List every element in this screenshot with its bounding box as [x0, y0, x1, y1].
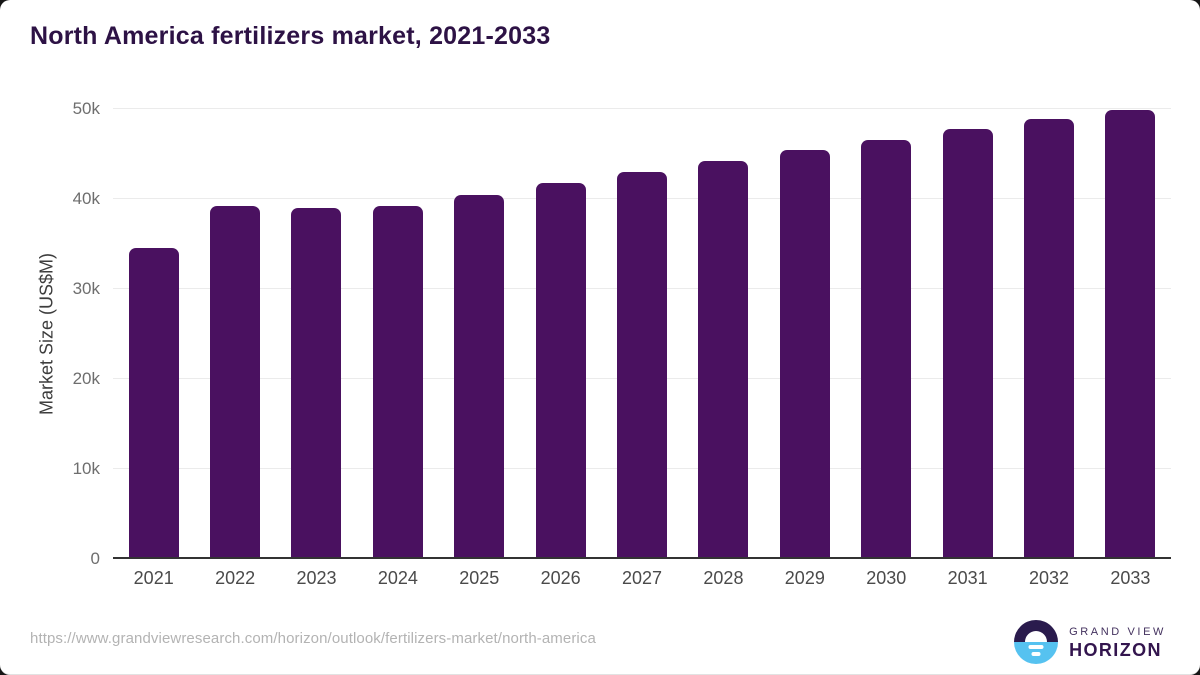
logo-text-horizon: HORIZON — [1069, 639, 1162, 660]
y-tick-30k: 30k — [72, 279, 100, 298]
y-tick-50k: 50k — [72, 99, 100, 118]
brand-logo: GRAND VIEW HORIZON — [1014, 620, 1166, 664]
bar-cell-2023 — [276, 109, 357, 559]
logo-reflection-line-icon — [1028, 645, 1044, 649]
bar-cell-2029 — [764, 109, 845, 559]
x-tick-2025: 2025 — [459, 568, 500, 588]
x-tick-2033: 2033 — [1110, 568, 1151, 588]
logo-text-grand-view: GRAND VIEW — [1069, 625, 1166, 638]
bar-cell-2028 — [683, 109, 764, 559]
x-tick-2023: 2023 — [296, 568, 337, 588]
bar-cell-2030 — [846, 109, 927, 559]
bar-cell-2033 — [1090, 109, 1171, 559]
x-tick-2024: 2024 — [377, 568, 418, 588]
bar-series — [113, 109, 1171, 559]
bar-2031[interactable] — [942, 129, 993, 559]
x-tick-2031: 2031 — [947, 568, 988, 588]
x-tick-2028: 2028 — [703, 568, 744, 588]
y-tick-20k: 20k — [72, 369, 100, 388]
gridline-50k — [113, 108, 1171, 109]
logo-reflection-line-icon — [1031, 652, 1041, 656]
bar-cell-2021 — [113, 109, 194, 559]
bar-2033[interactable] — [1105, 110, 1156, 559]
plot-area — [113, 108, 1171, 559]
grandview-horizon-logo-icon — [1014, 620, 1059, 664]
x-tick-2027: 2027 — [622, 568, 663, 588]
y-tick-0: 0 — [90, 549, 100, 568]
x-tick-2029: 2029 — [784, 568, 825, 588]
chart-title: North America fertilizers market, 2021-2… — [30, 22, 551, 50]
bar-cell-2024 — [357, 109, 438, 559]
x-axis-tick-labels: 2021 2022 2023 2024 2025 2026 2027 2028 2029 2030… — [113, 567, 1171, 589]
bar-2027[interactable] — [617, 171, 668, 559]
source-url: https://www.grandviewresearch.com/horizo… — [30, 630, 596, 647]
y-tick-10k: 10k — [72, 459, 100, 478]
bar-cell-2027 — [601, 109, 682, 559]
x-axis-line — [113, 557, 1171, 559]
bar-2024[interactable] — [372, 205, 423, 559]
logo-sun-dome-icon — [1025, 631, 1048, 642]
bar-2028[interactable] — [698, 160, 749, 559]
bar-2021[interactable] — [128, 247, 179, 559]
x-tick-2030: 2030 — [866, 568, 907, 588]
x-tick-2026: 2026 — [540, 568, 581, 588]
bar-2032[interactable] — [1023, 119, 1074, 559]
bar-2029[interactable] — [779, 149, 830, 559]
bar-cell-2032 — [1008, 109, 1089, 559]
bar-cell-2031 — [927, 109, 1008, 559]
bar-cell-2022 — [194, 109, 275, 559]
x-tick-2021: 2021 — [133, 568, 174, 588]
logo-text: GRAND VIEW HORIZON — [1069, 625, 1166, 660]
bar-2025[interactable] — [454, 194, 505, 559]
bar-2022[interactable] — [210, 206, 261, 559]
bar-cell-2026 — [520, 109, 601, 559]
bar-2030[interactable] — [861, 139, 912, 559]
bar-cell-2025 — [439, 109, 520, 559]
y-axis-tick-labels: 0 10k 20k 30k 40k 50k — [30, 100, 100, 568]
x-tick-2032: 2032 — [1028, 568, 1070, 588]
x-tick-2022: 2022 — [215, 568, 256, 588]
bar-2023[interactable] — [291, 208, 342, 559]
y-tick-40k: 40k — [72, 189, 100, 208]
bar-2026[interactable] — [535, 183, 586, 559]
